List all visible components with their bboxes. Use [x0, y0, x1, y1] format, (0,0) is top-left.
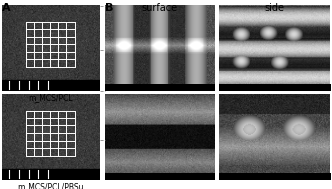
Text: m_MCS/PCL: m_MCS/PCL — [28, 94, 73, 103]
Text: B: B — [105, 3, 113, 13]
Text: side: side — [265, 3, 285, 13]
Bar — [2, 169, 101, 180]
Text: A: A — [2, 3, 10, 13]
Bar — [2, 80, 101, 91]
Text: surface: surface — [141, 3, 177, 13]
Text: m_MCS/PCL/PBSu: m_MCS/PCL/PBSu — [17, 182, 84, 189]
